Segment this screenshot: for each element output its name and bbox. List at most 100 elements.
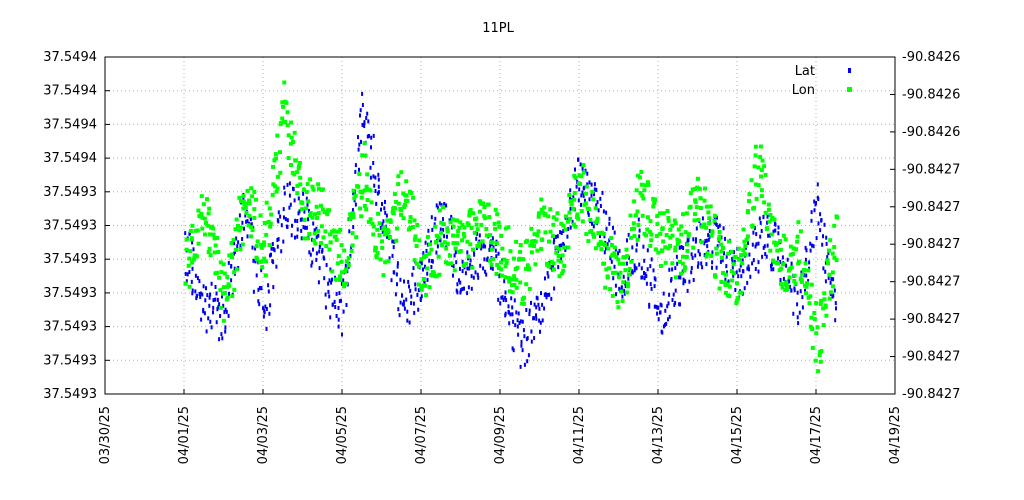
lon-point [273,184,278,189]
lat-point [453,253,456,258]
lon-point [359,214,364,219]
lon-point [648,219,653,224]
lat-point [433,222,436,227]
lon-point [478,199,483,204]
series-lon [183,80,840,374]
lat-point [315,257,318,262]
lat-point [381,229,384,234]
lon-point [255,239,260,244]
lat-point [198,291,201,296]
lon-point [621,280,626,285]
lon-point [307,232,312,236]
lat-point [764,252,767,256]
lat-point [684,279,687,284]
lat-point [202,284,205,289]
lon-point [211,226,216,231]
lon-point [611,270,615,275]
lat-point [438,201,441,206]
lat-point [308,250,311,255]
lat-point [191,266,194,271]
lat-point [395,272,398,277]
lat-point [280,249,283,254]
lat-point [661,330,664,335]
lon-point [716,237,721,242]
lat-point [194,289,197,294]
lon-point [401,216,406,221]
lon-point [714,251,719,256]
lat-point [306,203,309,207]
lon-point [681,212,685,217]
lon-point [726,239,731,244]
lon-point [186,263,191,268]
lat-point [290,233,293,238]
lat-point [328,294,331,299]
lat-point [653,284,656,289]
lat-point [801,295,804,300]
lat-point [230,264,233,268]
lat-point [283,185,286,190]
lon-point [208,232,212,237]
lat-point [804,245,807,250]
lon-point [632,199,637,204]
y-right-tick-label: -90.8426 [902,87,960,102]
lat-point [782,276,785,281]
lon-point [545,261,549,266]
lat-point [510,296,513,301]
lon-point [518,280,523,285]
lon-point [262,256,267,261]
lon-point [661,211,666,216]
lon-point [663,245,668,250]
lon-point [586,239,591,244]
lon-point [212,236,217,241]
lat-point [403,279,405,284]
y-left-tick-label: 37.5494 [43,50,97,65]
lon-point [419,287,424,292]
lon-point [239,199,243,204]
lon-point [567,210,572,215]
lat-point [752,230,755,235]
lon-point [298,175,303,180]
lat-point [192,247,195,252]
lon-point [537,211,541,216]
lon-point [640,213,645,218]
lon-point [692,218,697,223]
lat-point [816,182,819,187]
lon-point [431,271,436,276]
lat-point [391,239,394,244]
lat-point [354,169,357,174]
lat-point [191,291,194,296]
lon-point [375,250,380,255]
lat-point [381,222,384,227]
lon-point [566,245,571,250]
lon-point [190,223,195,228]
lat-point [823,222,826,227]
lon-point [373,246,378,251]
lat-point [402,302,405,307]
lon-point [289,163,293,167]
lat-point [832,277,835,282]
lat-point [733,259,736,264]
lat-point [810,210,813,215]
lon-point [474,216,479,221]
lon-point [343,267,348,272]
lon-point [222,271,227,276]
lat-point [298,209,301,214]
lat-point [595,187,598,192]
lon-point [468,208,473,212]
lat-point [358,167,360,172]
lon-point [567,193,572,197]
lon-point [374,255,379,260]
lon-point [717,234,722,239]
lon-point [796,220,801,225]
lat-point [300,236,303,241]
lon-point [190,260,195,265]
lon-point [772,260,777,265]
lon-point [230,294,235,299]
lat-point [514,323,517,328]
lon-point [330,269,335,274]
lon-point [419,257,424,262]
lat-point [708,229,711,233]
lat-point [270,252,272,257]
lon-point [252,216,257,220]
lon-point [635,173,640,178]
